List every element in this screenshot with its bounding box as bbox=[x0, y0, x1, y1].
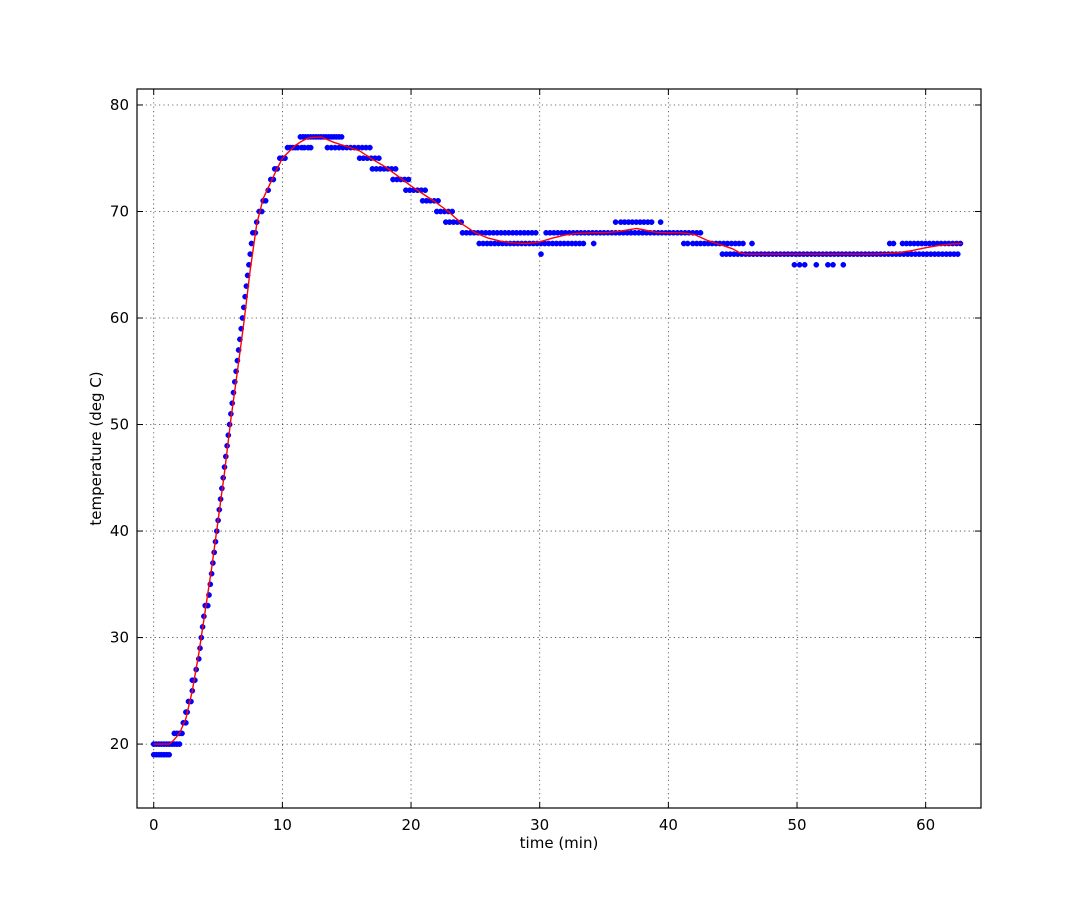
data-point bbox=[532, 229, 539, 236]
y-tick-label: 20 bbox=[110, 735, 129, 753]
x-tick-label: 50 bbox=[787, 816, 806, 834]
data-point bbox=[612, 219, 619, 225]
plot-area bbox=[150, 134, 964, 758]
data-point bbox=[840, 261, 847, 268]
smoothed-temperature-line bbox=[153, 136, 962, 745]
data-point bbox=[801, 261, 808, 268]
data-point bbox=[954, 251, 961, 257]
data-point bbox=[376, 155, 382, 162]
data-point bbox=[796, 261, 803, 268]
y-tick-label: 60 bbox=[110, 309, 129, 327]
data-point bbox=[697, 229, 704, 236]
data-point bbox=[648, 219, 655, 225]
data-point bbox=[166, 751, 173, 758]
data-point bbox=[392, 166, 399, 172]
data-point bbox=[176, 741, 183, 747]
x-tick-label: 10 bbox=[273, 816, 292, 834]
data-point bbox=[307, 144, 314, 151]
data-point bbox=[338, 134, 345, 140]
data-point bbox=[538, 251, 544, 257]
x-tick-label: 30 bbox=[530, 816, 549, 834]
data-point bbox=[405, 176, 412, 183]
data-point bbox=[590, 240, 597, 247]
data-point bbox=[813, 261, 820, 268]
x-tick-label: 60 bbox=[916, 816, 935, 834]
data-point bbox=[367, 144, 373, 151]
y-tick-label: 30 bbox=[110, 629, 129, 647]
x-tick-label: 0 bbox=[149, 816, 159, 834]
grid-lines bbox=[137, 89, 981, 808]
data-point bbox=[580, 240, 587, 247]
data-point bbox=[749, 240, 755, 247]
x-tick-label: 20 bbox=[401, 816, 420, 834]
y-tick-label: 70 bbox=[110, 202, 129, 220]
data-point bbox=[825, 261, 831, 268]
y-tick-label: 50 bbox=[110, 416, 129, 434]
x-axis-label: time (min) bbox=[520, 834, 599, 852]
data-point bbox=[422, 187, 429, 194]
x-tick-label: 40 bbox=[659, 816, 678, 834]
y-tick-label: 40 bbox=[110, 522, 129, 540]
data-point bbox=[684, 240, 691, 247]
data-point bbox=[740, 240, 746, 247]
data-point bbox=[657, 219, 664, 225]
y-axis-label: temperature (deg C) bbox=[87, 371, 105, 525]
data-point bbox=[791, 261, 798, 268]
y-tick-label: 80 bbox=[110, 96, 129, 114]
data-point bbox=[830, 261, 836, 268]
axis-ticks: 0 10 20 30 40 50 60 20 30 40 50 60 70 80 bbox=[110, 89, 981, 834]
data-point bbox=[890, 240, 897, 247]
plot-frame bbox=[136, 88, 982, 809]
data-point bbox=[262, 197, 269, 204]
